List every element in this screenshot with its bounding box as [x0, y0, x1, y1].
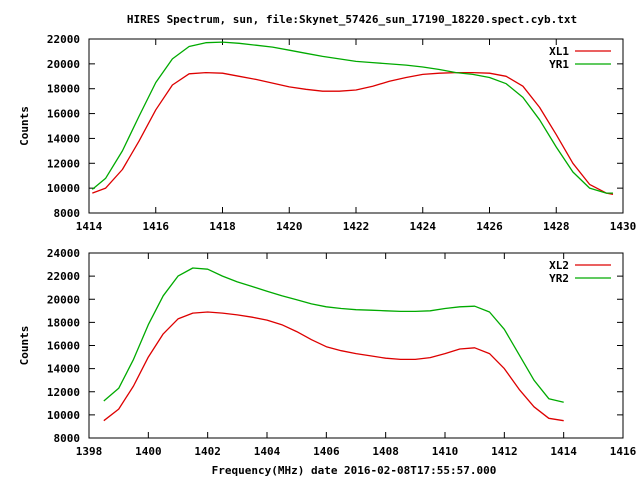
y-tick-label: 24000	[47, 247, 80, 260]
x-tick-label: 1420	[276, 220, 303, 233]
y-tick-label: 8000	[54, 207, 81, 220]
x-tick-label: 1406	[313, 445, 340, 458]
y-axis-label: Counts	[18, 326, 31, 366]
legend-label-yr1: YR1	[549, 58, 569, 71]
y-tick-label: 22000	[47, 270, 80, 283]
x-tick-label: 1430	[610, 220, 637, 233]
x-tick-label: 1410	[432, 445, 459, 458]
y-tick-label: 18000	[47, 316, 80, 329]
x-tick-label: 1414	[550, 445, 577, 458]
legend-label-yr2: YR2	[549, 272, 569, 285]
y-tick-label: 16000	[47, 108, 80, 121]
y-tick-label: 12000	[47, 157, 80, 170]
x-tick-label: 1404	[254, 445, 281, 458]
series-line-xl1	[92, 71, 614, 196]
x-tick-label: 1402	[194, 445, 221, 458]
x-tick-label: 1408	[372, 445, 399, 458]
x-tick-label: 1416	[143, 220, 170, 233]
plot-frame	[88, 252, 624, 439]
chart-title: HIRES Spectrum, sun, file:Skynet_57426_s…	[127, 13, 577, 26]
y-tick-label: 20000	[47, 293, 80, 306]
y-tick-label: 8000	[54, 432, 81, 445]
x-tick-label: 1414	[76, 220, 103, 233]
legend-label-xl1: XL1	[549, 45, 569, 58]
y-axis-label: Counts	[18, 106, 31, 146]
x-tick-label: 1426	[476, 220, 503, 233]
x-tick-label: 1418	[209, 220, 236, 233]
y-tick-label: 22000	[47, 33, 80, 46]
series-line-yr2	[103, 267, 564, 403]
y-tick-label: 14000	[47, 363, 80, 376]
series-line-yr1	[91, 41, 613, 194]
x-tick-label: 1412	[491, 445, 518, 458]
plot-xl1-yr1: 8000 10000 12000 14000 16000 18000 20000 22000 1…	[18, 33, 636, 233]
x-tick-label: 1400	[135, 445, 162, 458]
series-line-xl2	[103, 311, 564, 422]
plot-xl2-yr2: 8000 10000 12000 14000 16000 18000 20000 22000 2…	[18, 247, 637, 458]
y-tick-label: 18000	[47, 83, 80, 96]
y-tick-label: 12000	[47, 386, 80, 399]
x-tick-label: 1428	[543, 220, 570, 233]
y-tick-label: 10000	[47, 409, 80, 422]
y-tick-label: 14000	[47, 132, 80, 145]
x-tick-label: 1424	[410, 220, 437, 233]
x-axis-label: Frequency(MHz) date 2016-02-08T17:55:57.…	[212, 464, 497, 477]
x-tick-label: 1416	[610, 445, 637, 458]
y-tick-label: 16000	[47, 340, 80, 353]
y-tick-label: 10000	[47, 182, 80, 195]
legend-label-xl2: XL2	[549, 259, 569, 272]
y-tick-label: 20000	[47, 58, 80, 71]
x-tick-label: 1398	[76, 445, 103, 458]
x-tick-label: 1422	[343, 220, 370, 233]
